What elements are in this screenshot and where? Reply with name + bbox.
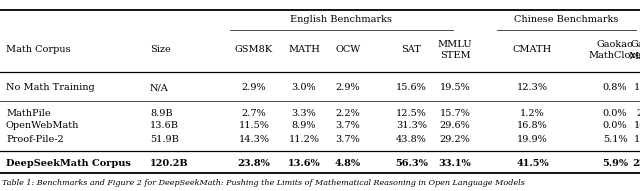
Text: Proof-Pile-2: Proof-Pile-2 [6,134,64,143]
Text: 16.8%: 16.8% [517,121,548,130]
Text: 3.0%: 3.0% [292,83,316,92]
Text: Table 1: Benchmarks and Figure 2 for DeepSeekMath: Pushing the Limits of Mathema: Table 1: Benchmarks and Figure 2 for Dee… [2,179,525,187]
Text: 41.5%: 41.5% [516,159,549,168]
Text: SAT: SAT [401,45,421,54]
Text: 15.6%: 15.6% [396,83,427,92]
Text: 15.7%: 15.7% [440,108,470,117]
Text: 8.9B: 8.9B [150,108,173,117]
Text: 33.1%: 33.1% [438,159,472,168]
Text: 2.9%: 2.9% [336,83,360,92]
Text: 23.6%: 23.6% [632,159,640,168]
Text: Gaokao
MathCloze: Gaokao MathCloze [588,40,640,60]
Text: 14.3%: 14.3% [239,134,269,143]
Text: 3.3%: 3.3% [292,108,316,117]
Text: 4.8%: 4.8% [335,159,361,168]
Text: 11.2%: 11.2% [289,134,319,143]
Text: 5.1%: 5.1% [603,134,627,143]
Text: 11.5%: 11.5% [239,121,269,130]
Text: OCW: OCW [335,45,360,54]
Text: DeepSeekMath Corpus: DeepSeekMath Corpus [6,159,131,168]
Text: N/A: N/A [150,83,169,92]
Text: 1.2%: 1.2% [520,108,545,117]
Text: 29.6%: 29.6% [440,121,470,130]
Text: 2.2%: 2.2% [335,108,360,117]
Text: English Benchmarks: English Benchmarks [291,15,392,24]
Text: 3.7%: 3.7% [335,121,360,130]
Text: 8.9%: 8.9% [292,121,316,130]
Text: 51.9B: 51.9B [150,134,179,143]
Text: CMATH: CMATH [513,45,552,54]
Text: 2.8%: 2.8% [637,108,640,117]
Text: 0.0%: 0.0% [603,121,627,130]
Text: 19.9%: 19.9% [517,134,548,143]
Text: 2.9%: 2.9% [242,83,266,92]
Text: MMLU
STEM: MMLU STEM [438,40,472,60]
Text: 0.8%: 0.8% [603,83,627,92]
Text: 5.9%: 5.9% [602,159,628,168]
Text: Math Corpus: Math Corpus [6,45,70,54]
Text: 3.7%: 3.7% [335,134,360,143]
Text: 120.2B: 120.2B [150,159,189,168]
Text: Chinese Benchmarks: Chinese Benchmarks [515,15,619,24]
Text: MathPile: MathPile [6,108,51,117]
Text: 13.6B: 13.6B [150,121,179,130]
Text: Size: Size [150,45,171,54]
Text: 31.3%: 31.3% [396,121,427,130]
Text: 12.5%: 12.5% [396,108,427,117]
Text: 29.2%: 29.2% [440,134,470,143]
Text: GSM8K: GSM8K [235,45,273,54]
Text: 23.8%: 23.8% [237,159,271,168]
Text: 17.9%: 17.9% [634,83,640,92]
Text: MATH: MATH [288,45,320,54]
Text: 11.7%: 11.7% [634,134,640,143]
Text: 19.5%: 19.5% [440,83,470,92]
Text: 43.8%: 43.8% [396,134,427,143]
Text: OpenWebMath: OpenWebMath [6,121,79,130]
Text: 56.3%: 56.3% [395,159,428,168]
Text: 12.3%: 12.3% [517,83,548,92]
Text: Gaokao
MathQA: Gaokao MathQA [628,40,640,60]
Text: 0.0%: 0.0% [603,108,627,117]
Text: No Math Training: No Math Training [6,83,95,92]
Text: 14.2%: 14.2% [634,121,640,130]
Text: 2.7%: 2.7% [242,108,266,117]
Text: 13.6%: 13.6% [287,159,321,168]
